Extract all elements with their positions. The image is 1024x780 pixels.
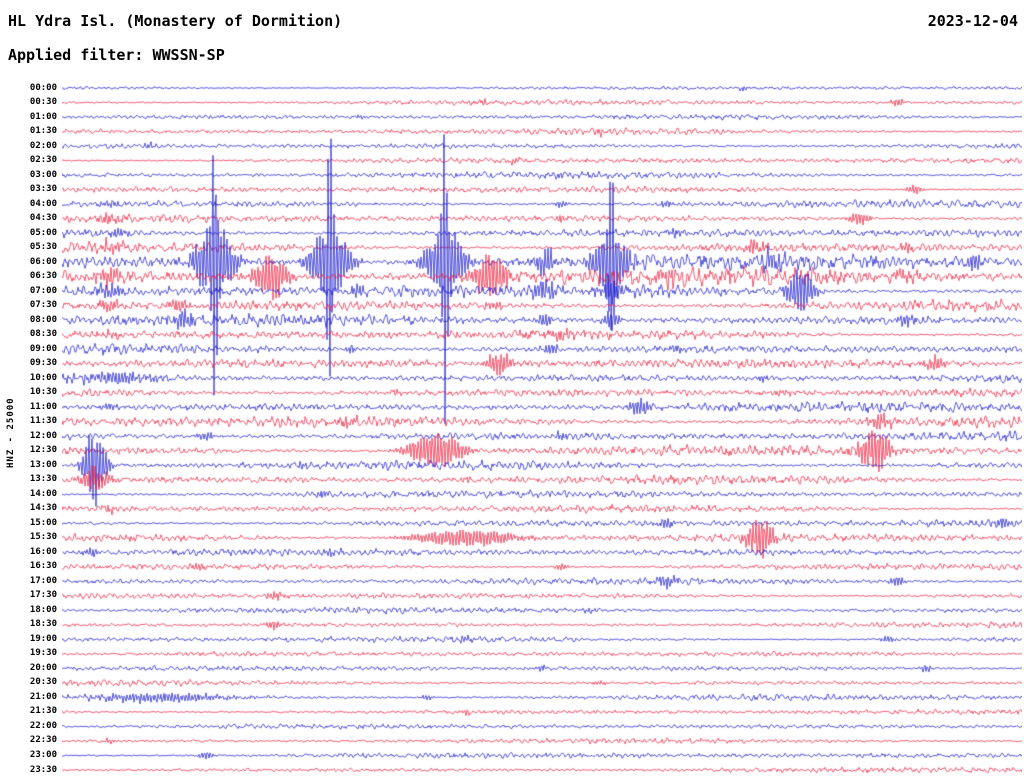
time-label: 15:30 (29, 532, 57, 543)
time-label: 15:00 (29, 517, 57, 528)
time-axis: 00:00 00:30 01:00 01:30 02:00 02:30 03:00 03:30… (0, 0, 60, 780)
time-label: 10:00 (29, 372, 57, 383)
time-label: 22:30 (29, 735, 57, 746)
time-label: 08:30 (29, 329, 57, 340)
time-label: 19:00 (29, 633, 57, 644)
time-label: 07:30 (29, 300, 57, 311)
time-label: 17:30 (29, 590, 57, 601)
filter-label: Applied filter: WWSSN-SP (8, 46, 225, 64)
time-label: 21:00 (29, 691, 57, 702)
time-label: 14:00 (29, 488, 57, 499)
time-label: 02:00 (29, 140, 57, 151)
time-label: 23:00 (29, 749, 57, 760)
time-label: 16:00 (29, 546, 57, 557)
time-label: 12:30 (29, 445, 57, 456)
time-label: 03:30 (29, 184, 57, 195)
time-label: 10:30 (29, 387, 57, 398)
time-label: 00:30 (29, 97, 57, 107)
time-label: 07:00 (29, 285, 57, 296)
time-label: 03:00 (29, 169, 57, 180)
time-label: 19:30 (29, 648, 57, 659)
time-label: 17:00 (29, 575, 57, 586)
time-label: 21:30 (29, 706, 57, 717)
time-label: 09:30 (29, 358, 57, 369)
helicorder-canvas (62, 80, 1022, 778)
time-label: 18:00 (29, 604, 57, 615)
time-label: 11:00 (29, 401, 57, 412)
time-label: 00:00 (29, 82, 57, 93)
time-label: 12:00 (29, 430, 57, 441)
station-title: HL Ydra Isl. (Monastery of Dormition) (8, 12, 343, 30)
time-label: 20:00 (29, 662, 57, 673)
time-label: 04:00 (29, 198, 57, 209)
time-label: 01:00 (29, 111, 57, 122)
time-label: 05:00 (29, 227, 57, 238)
time-label: 22:00 (29, 720, 57, 731)
time-label: 09:00 (29, 343, 57, 354)
time-label: 18:30 (29, 619, 57, 630)
time-label: 20:30 (29, 677, 57, 688)
time-label: 04:30 (29, 213, 57, 224)
record-date: 2023-12-04 (927, 12, 1018, 30)
time-label: 05:30 (29, 242, 57, 253)
time-label: 14:30 (29, 503, 57, 514)
time-label: 01:30 (29, 126, 57, 137)
time-label: 23:30 (29, 764, 57, 775)
time-label: 13:00 (29, 459, 57, 470)
time-label: 13:30 (29, 474, 57, 485)
time-label: 06:00 (29, 256, 57, 267)
time-label: 02:30 (29, 155, 57, 166)
time-label: 16:30 (29, 561, 57, 572)
time-label: 08:00 (29, 314, 57, 325)
time-label: 11:30 (29, 416, 57, 427)
time-label: 06:30 (29, 271, 57, 282)
